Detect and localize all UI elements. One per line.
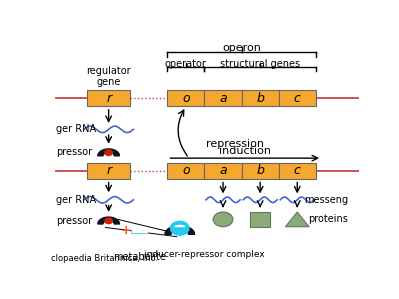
Text: regulator
gene: regulator gene [86, 66, 131, 87]
Circle shape [213, 212, 233, 227]
FancyBboxPatch shape [168, 90, 204, 106]
Text: b: b [256, 164, 264, 177]
Text: induction: induction [219, 146, 271, 156]
Text: inducer-repressor complex: inducer-repressor complex [144, 251, 265, 260]
Text: c: c [294, 91, 301, 105]
FancyBboxPatch shape [242, 90, 279, 106]
Circle shape [170, 221, 189, 235]
FancyBboxPatch shape [204, 90, 242, 106]
Text: ger RNA: ger RNA [56, 195, 96, 205]
Text: r: r [106, 91, 111, 105]
Text: operator: operator [165, 59, 207, 69]
Polygon shape [132, 228, 147, 233]
Text: b: b [256, 91, 264, 105]
Circle shape [105, 218, 113, 224]
Polygon shape [175, 225, 185, 227]
Bar [250, 212, 270, 227]
Text: c: c [294, 164, 301, 177]
FancyBboxPatch shape [279, 163, 316, 179]
Text: a: a [219, 164, 227, 177]
Circle shape [105, 150, 113, 155]
Text: +: + [120, 224, 131, 237]
FancyBboxPatch shape [279, 90, 316, 106]
Text: messeng: messeng [304, 195, 348, 205]
Text: o: o [182, 164, 190, 177]
Text: clopaedia Britannica, Inc.: clopaedia Britannica, Inc. [51, 254, 158, 263]
Text: structural genes: structural genes [220, 59, 300, 69]
Text: repression: repression [206, 139, 265, 149]
Text: metabolite: metabolite [113, 251, 166, 262]
Polygon shape [98, 217, 119, 224]
FancyBboxPatch shape [87, 163, 130, 179]
Text: proteins: proteins [308, 214, 348, 224]
Polygon shape [98, 149, 119, 156]
Text: operon: operon [222, 43, 261, 53]
Text: pressor: pressor [56, 147, 92, 157]
Polygon shape [165, 225, 195, 234]
Text: a: a [219, 91, 227, 105]
FancyBboxPatch shape [204, 163, 242, 179]
FancyArrowPatch shape [178, 110, 188, 156]
Polygon shape [285, 212, 309, 227]
Text: ger RNA: ger RNA [56, 124, 96, 134]
Text: r: r [106, 164, 111, 177]
Text: o: o [182, 91, 190, 105]
FancyBboxPatch shape [168, 163, 204, 179]
Text: pressor: pressor [56, 216, 92, 225]
FancyBboxPatch shape [242, 163, 279, 179]
FancyBboxPatch shape [87, 90, 130, 106]
